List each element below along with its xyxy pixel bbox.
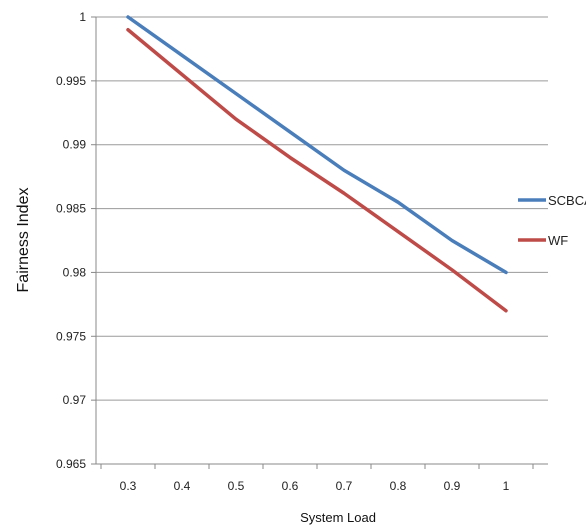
y-tick-label: 0.975 xyxy=(56,329,86,343)
series-line-wf xyxy=(126,28,508,313)
legend: SCBCA WF xyxy=(518,193,586,248)
y-tick-label: 1 xyxy=(79,10,86,24)
grid-lines xyxy=(96,16,548,401)
y-tick-label: 0.99 xyxy=(63,138,87,152)
axes xyxy=(91,16,548,469)
x-tick-label: 0.6 xyxy=(282,479,299,493)
x-tick-label: 0.4 xyxy=(174,479,191,493)
legend-label-wf: WF xyxy=(548,233,568,248)
y-tick-label: 0.965 xyxy=(56,457,86,471)
tick-labels: 0.965 0.97 0.975 0.98 0.985 0.99 0.995 1 0.3 0.4 0… xyxy=(56,10,510,493)
x-tick-label: 0.3 xyxy=(120,479,137,493)
x-tick-label: 0.5 xyxy=(228,479,245,493)
y-tick-label: 0.995 xyxy=(56,74,86,88)
series-lines xyxy=(126,15,508,313)
x-tick-label: 0.7 xyxy=(336,479,353,493)
y-axis-title: Fairness Index xyxy=(15,188,32,293)
x-tick-label: 1 xyxy=(503,479,510,493)
x-tick-label: 0.8 xyxy=(390,479,407,493)
x-axis-title: System Load xyxy=(300,510,376,525)
y-tick-label: 0.98 xyxy=(63,265,87,279)
y-tick-label: 0.985 xyxy=(56,202,86,216)
legend-label-scbca: SCBCA xyxy=(548,193,586,208)
x-tick-label: 0.9 xyxy=(444,479,461,493)
series-line-scbca xyxy=(126,15,508,275)
y-tick-label: 0.97 xyxy=(63,393,87,407)
